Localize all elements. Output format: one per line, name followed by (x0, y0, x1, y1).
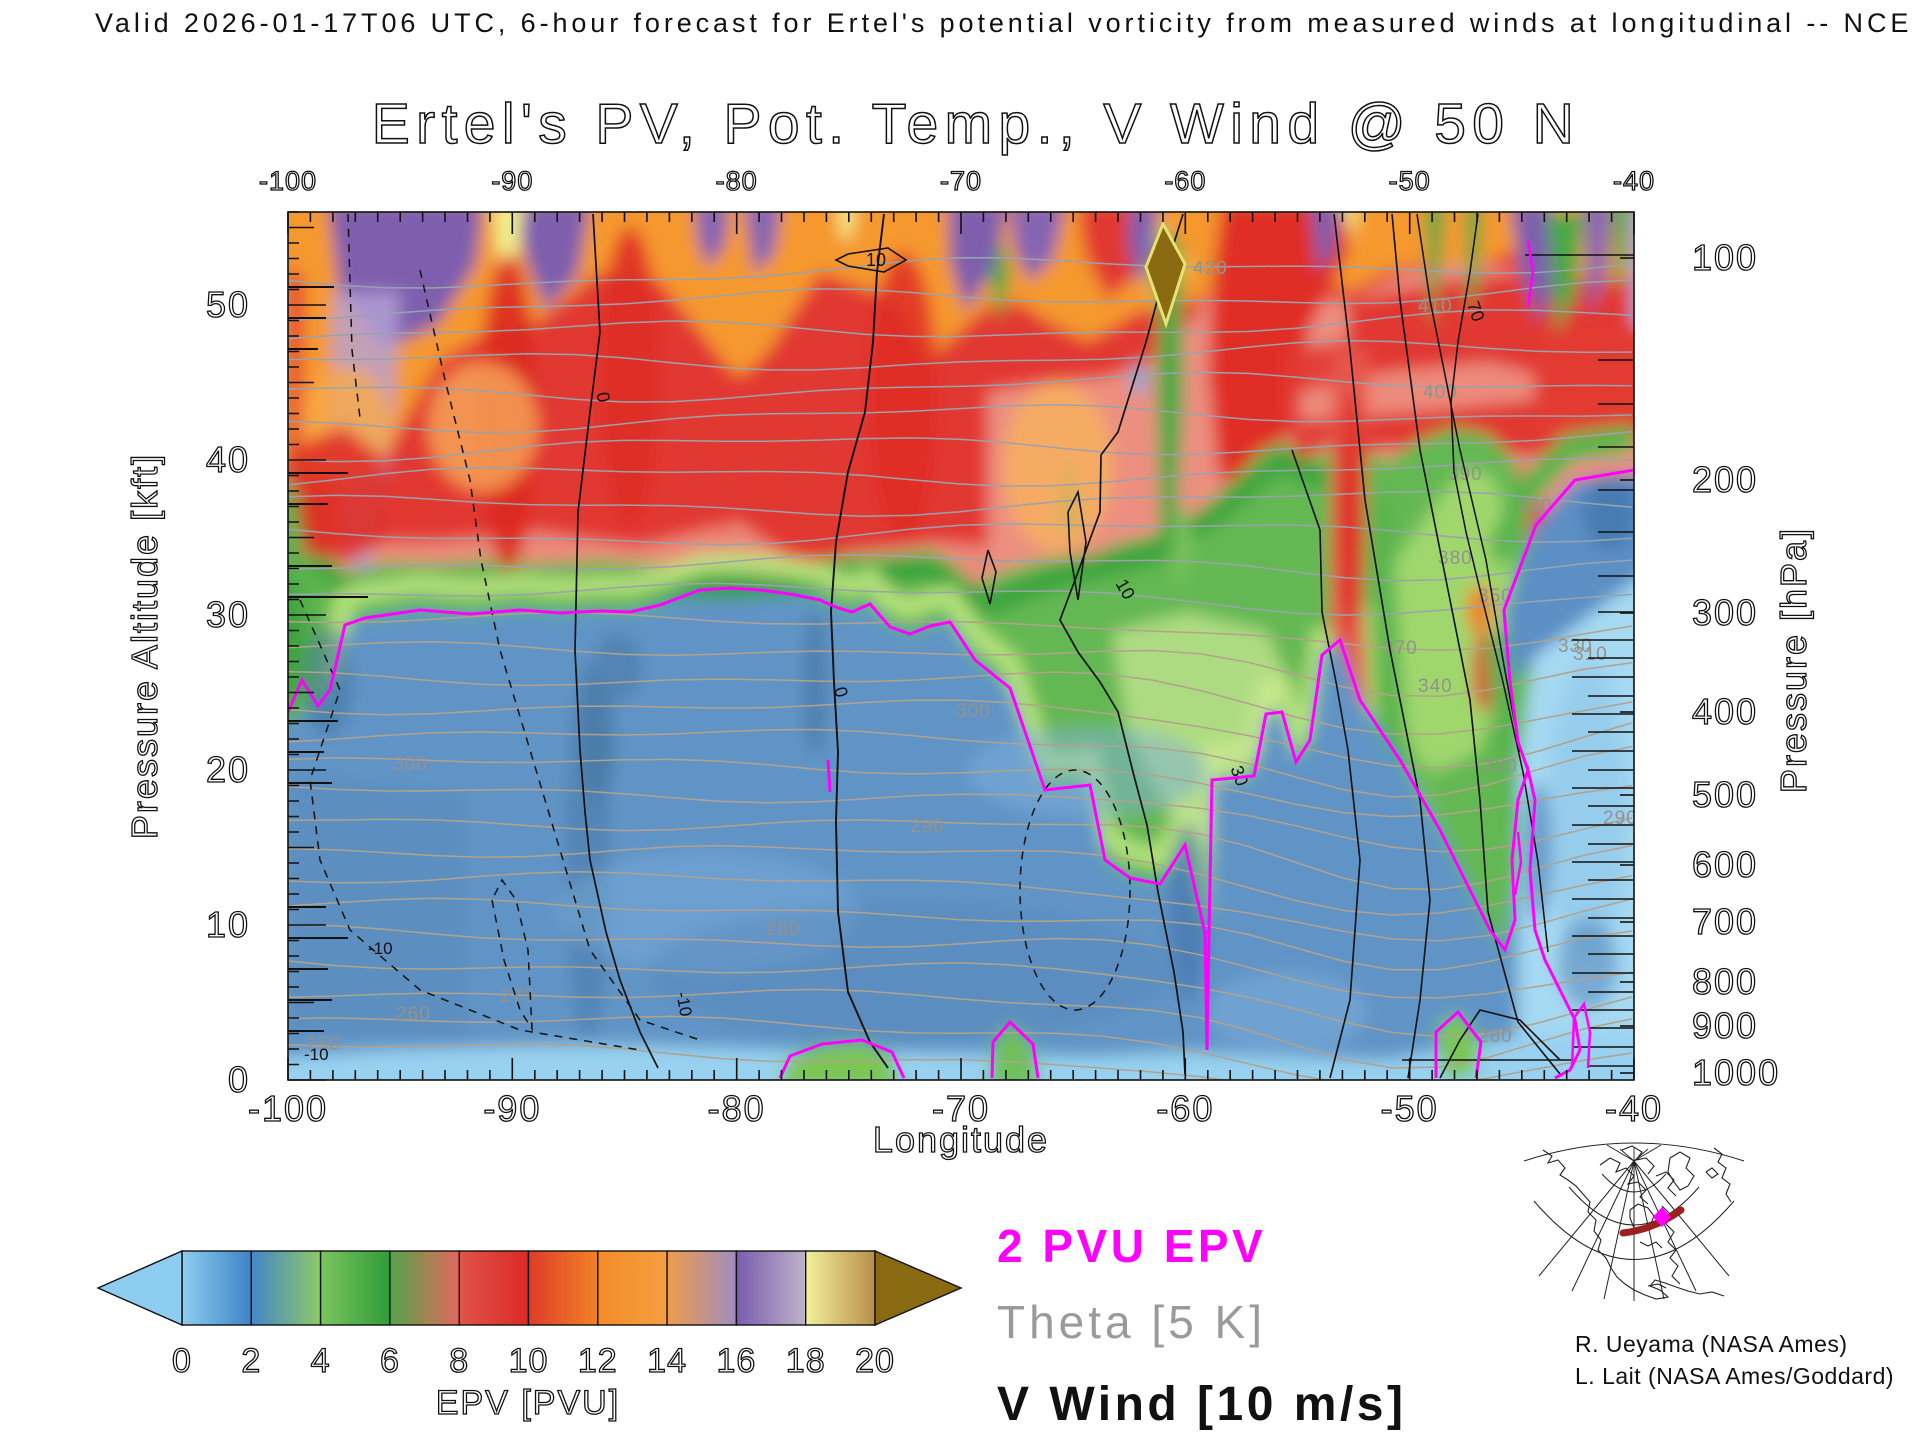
svg-text:20: 20 (855, 1342, 895, 1380)
svg-text:18: 18 (786, 1342, 826, 1380)
svg-text:Pressure [hPa]: Pressure [hPa] (1773, 527, 1814, 793)
svg-text:Longitude: Longitude (873, 1119, 1049, 1160)
svg-text:-10: -10 (368, 939, 393, 958)
svg-text:-70: -70 (932, 1088, 990, 1129)
svg-text:-10: -10 (304, 1045, 329, 1064)
svg-text:50: 50 (206, 284, 250, 325)
svg-text:360: 360 (1518, 496, 1553, 517)
svg-text:380: 380 (1438, 548, 1473, 569)
svg-text:300: 300 (956, 701, 991, 722)
svg-text:0: 0 (592, 390, 613, 403)
svg-text:350: 350 (1478, 586, 1513, 607)
svg-text:16: 16 (716, 1342, 756, 1380)
svg-text:L. Lait (NASA Ames/Goddard): L. Lait (NASA Ames/Goddard) (1575, 1363, 1894, 1389)
svg-text:20: 20 (206, 749, 250, 790)
svg-text:900: 900 (1692, 1005, 1758, 1046)
svg-text:200: 200 (1692, 459, 1758, 500)
svg-text:10: 10 (206, 904, 250, 945)
svg-text:2 PVU EPV: 2 PVU EPV (997, 1220, 1266, 1272)
svg-text:-40: -40 (1613, 166, 1655, 196)
svg-text:400: 400 (1423, 382, 1458, 403)
svg-text:320: 320 (1483, 756, 1518, 777)
svg-text:-90: -90 (491, 166, 533, 196)
svg-text:Pressure Altitude [kft]: Pressure Altitude [kft] (124, 453, 165, 839)
svg-text:-80: -80 (708, 1088, 766, 1129)
svg-text:330: 330 (1558, 636, 1593, 657)
svg-text:300: 300 (393, 754, 428, 775)
svg-text:500: 500 (1692, 774, 1758, 815)
svg-text:-60: -60 (1164, 166, 1206, 196)
svg-text:0: 0 (830, 685, 852, 700)
svg-text:300: 300 (1692, 592, 1758, 633)
svg-text:2: 2 (241, 1342, 261, 1380)
svg-text:1000: 1000 (1692, 1052, 1780, 1093)
svg-text:Theta [5 K]: Theta [5 K] (997, 1296, 1266, 1348)
svg-text:-100: -100 (248, 1088, 328, 1129)
svg-text:700: 700 (1692, 901, 1758, 942)
svg-text:Valid 2026-01-17T06 UTC, 6-hou: Valid 2026-01-17T06 UTC, 6-hour forecast… (95, 8, 1912, 38)
svg-text:420: 420 (1193, 258, 1228, 279)
svg-text:310: 310 (1573, 644, 1608, 665)
svg-text:-50: -50 (1381, 1088, 1439, 1129)
svg-text:0: 0 (228, 1059, 250, 1100)
svg-text:280: 280 (1478, 1026, 1513, 1047)
svg-text:V Wind [10 m/s]: V Wind [10 m/s] (997, 1378, 1406, 1431)
svg-text:340: 340 (1418, 676, 1453, 697)
svg-text:EPV [PVU]: EPV [PVU] (436, 1384, 620, 1422)
svg-text:6: 6 (380, 1342, 400, 1380)
svg-text:260: 260 (396, 1004, 431, 1025)
svg-text:390: 390 (1448, 464, 1483, 485)
svg-text:290: 290 (1603, 808, 1638, 829)
svg-text:4: 4 (311, 1342, 331, 1380)
svg-text:-90: -90 (483, 1088, 541, 1129)
svg-text:800: 800 (1692, 961, 1758, 1002)
svg-text:12: 12 (578, 1342, 618, 1380)
svg-text:-100: -100 (259, 166, 317, 196)
svg-text:600: 600 (1692, 844, 1758, 885)
svg-text:280: 280 (766, 919, 801, 940)
svg-text:250: 250 (306, 1034, 341, 1055)
svg-text:Ertel's PV, Pot. Temp., V Wind: Ertel's PV, Pot. Temp., V Wind @ 50 N (372, 92, 1580, 156)
svg-text:14: 14 (647, 1342, 687, 1380)
svg-text:10: 10 (509, 1342, 549, 1380)
svg-text:30: 30 (206, 594, 250, 635)
svg-text:R. Ueyama (NASA Ames): R. Ueyama (NASA Ames) (1575, 1331, 1848, 1357)
svg-text:-80: -80 (716, 166, 758, 196)
svg-text:290: 290 (910, 816, 945, 837)
svg-text:-70: -70 (940, 166, 982, 196)
svg-text:100: 100 (1692, 237, 1758, 278)
svg-text:400: 400 (1692, 691, 1758, 732)
svg-text:0: 0 (172, 1342, 192, 1380)
svg-text:-10: -10 (672, 990, 695, 1018)
svg-text:270: 270 (500, 986, 535, 1007)
svg-text:-60: -60 (1156, 1088, 1214, 1129)
svg-text:8: 8 (449, 1342, 469, 1380)
svg-text:10: 10 (866, 250, 886, 270)
svg-text:40: 40 (206, 439, 250, 480)
svg-text:410: 410 (1418, 296, 1453, 317)
svg-text:-40: -40 (1605, 1088, 1663, 1129)
svg-text:-50: -50 (1389, 166, 1431, 196)
